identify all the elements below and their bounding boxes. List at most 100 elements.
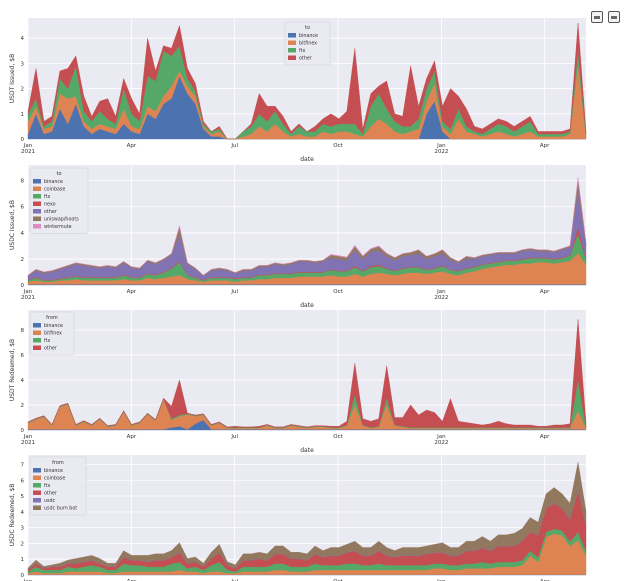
x-tick-label: Apr [540, 143, 550, 149]
y-tick-label: 4 [21, 36, 25, 42]
y-tick-label: 2 [21, 87, 25, 93]
legend-swatch [288, 33, 296, 38]
x-tick-label: Apr [540, 289, 550, 295]
y-tick-label: 8 [21, 328, 25, 334]
legend-swatch [33, 483, 41, 488]
x-axis-label: date [300, 447, 314, 454]
y-tick-label: 0 [21, 137, 25, 143]
legend-swatch [33, 209, 41, 214]
x-tick-label: Apr [540, 579, 550, 581]
y-axis-label: USDT Redeemed, $B [9, 339, 16, 401]
x-tick-label: Apr [540, 434, 550, 440]
y-tick-label: 5 [21, 494, 25, 500]
legend-item-label: binance [44, 323, 63, 329]
x-tick-label: Jan [23, 579, 33, 581]
legend-item-label: ftx [44, 338, 50, 344]
y-tick-label: 6 [21, 205, 25, 211]
legend-title: to [305, 25, 310, 31]
x-tick-sublabel: 2021 [21, 295, 35, 301]
legend-swatch [33, 179, 41, 184]
x-tick-label: Jan [436, 289, 446, 295]
y-tick-label: 4 [21, 378, 25, 384]
legend-item-label: coinbase [44, 187, 65, 193]
y-tick-label: 0 [21, 428, 25, 434]
y-tick-label: 4 [21, 510, 25, 516]
y-tick-label: 1 [21, 557, 25, 563]
legend-item-label: bitfinex [299, 41, 317, 47]
legend-item-label: other [44, 491, 57, 497]
legend-item-label: other [44, 346, 57, 352]
chart-4: 01234567Jan2021AprJulOctJan2022AprUSDC R… [9, 455, 587, 581]
x-tick-label: Jan [436, 434, 446, 440]
x-tick-sublabel: 2022 [434, 295, 448, 301]
legend-item-label: other [299, 56, 312, 62]
legend-item-label: binance [44, 179, 63, 185]
y-tick-label: 2 [21, 541, 25, 547]
x-tick-label: Jul [230, 143, 238, 149]
x-tick-label: Jul [230, 434, 238, 440]
legend-item-label: coinbase [44, 476, 65, 482]
window-button-1[interactable] [591, 11, 603, 23]
y-tick-label: 3 [21, 61, 25, 67]
x-tick-label: Jul [230, 289, 238, 295]
x-tick-label: Jan [436, 143, 446, 149]
series-area-other [27, 23, 587, 140]
y-tick-label: 0 [21, 573, 25, 579]
legend-box [29, 456, 87, 516]
x-tick-label: Apr [127, 289, 137, 295]
legend-swatch [33, 224, 41, 229]
series-area-usdc-burn-bot [27, 462, 587, 571]
x-tick-label: Jan [23, 289, 33, 295]
y-axis-label: USDC Issued, $B [9, 200, 16, 250]
legend-item-label: ftx [299, 48, 305, 54]
legend-swatch [33, 216, 41, 221]
x-tick-label: Oct [333, 143, 343, 149]
legend-swatch [33, 475, 41, 480]
legend-item-label: nexo [44, 203, 56, 208]
legend-item-label: binance [44, 468, 63, 474]
plot-area [28, 310, 586, 430]
y-tick-label: 3 [21, 526, 25, 532]
window-button-2[interactable] [608, 11, 620, 23]
y-tick-label: 1 [21, 112, 25, 118]
x-tick-sublabel: 2021 [21, 149, 35, 155]
legend-swatch [33, 323, 41, 328]
x-axis-label: date [300, 302, 314, 309]
legend-swatch [33, 345, 41, 350]
series-area-wintermute [27, 177, 587, 276]
x-tick-sublabel: 2021 [21, 440, 35, 446]
y-tick-label: 7 [21, 462, 25, 468]
x-tick-sublabel: 2022 [434, 440, 448, 446]
legend-swatch [33, 498, 41, 503]
legend-item-label: usdc burn bot [44, 506, 77, 512]
x-tick-label: Jan [23, 434, 33, 440]
legend-swatch [33, 468, 41, 473]
x-tick-label: Jan [23, 143, 33, 149]
legend-swatch [33, 490, 41, 495]
x-tick-label: Oct [333, 434, 343, 440]
y-tick-label: 6 [21, 353, 25, 359]
y-axis-label: USDT Issued, $B [9, 54, 16, 103]
x-tick-label: Oct [333, 289, 343, 295]
legend-title: to [56, 171, 61, 177]
legend-swatch [33, 201, 41, 206]
legend-item-label: ftx [44, 194, 50, 200]
legend-item-label: other [44, 209, 57, 215]
y-tick-label: 8 [21, 179, 25, 185]
legend-swatch [288, 55, 296, 60]
legend-title: from [46, 315, 58, 321]
legend-swatch [33, 186, 41, 191]
legend-title: from [52, 460, 64, 466]
legend-swatch [288, 40, 296, 45]
legend-swatch [33, 194, 41, 199]
x-tick-label: Jan [436, 579, 446, 581]
legend-item-label: uniswap/hoots [44, 217, 79, 223]
series-area-other [27, 319, 587, 428]
x-tick-label: Jul [230, 579, 238, 581]
x-tick-sublabel: 2022 [434, 149, 448, 155]
legend-swatch [33, 330, 41, 335]
